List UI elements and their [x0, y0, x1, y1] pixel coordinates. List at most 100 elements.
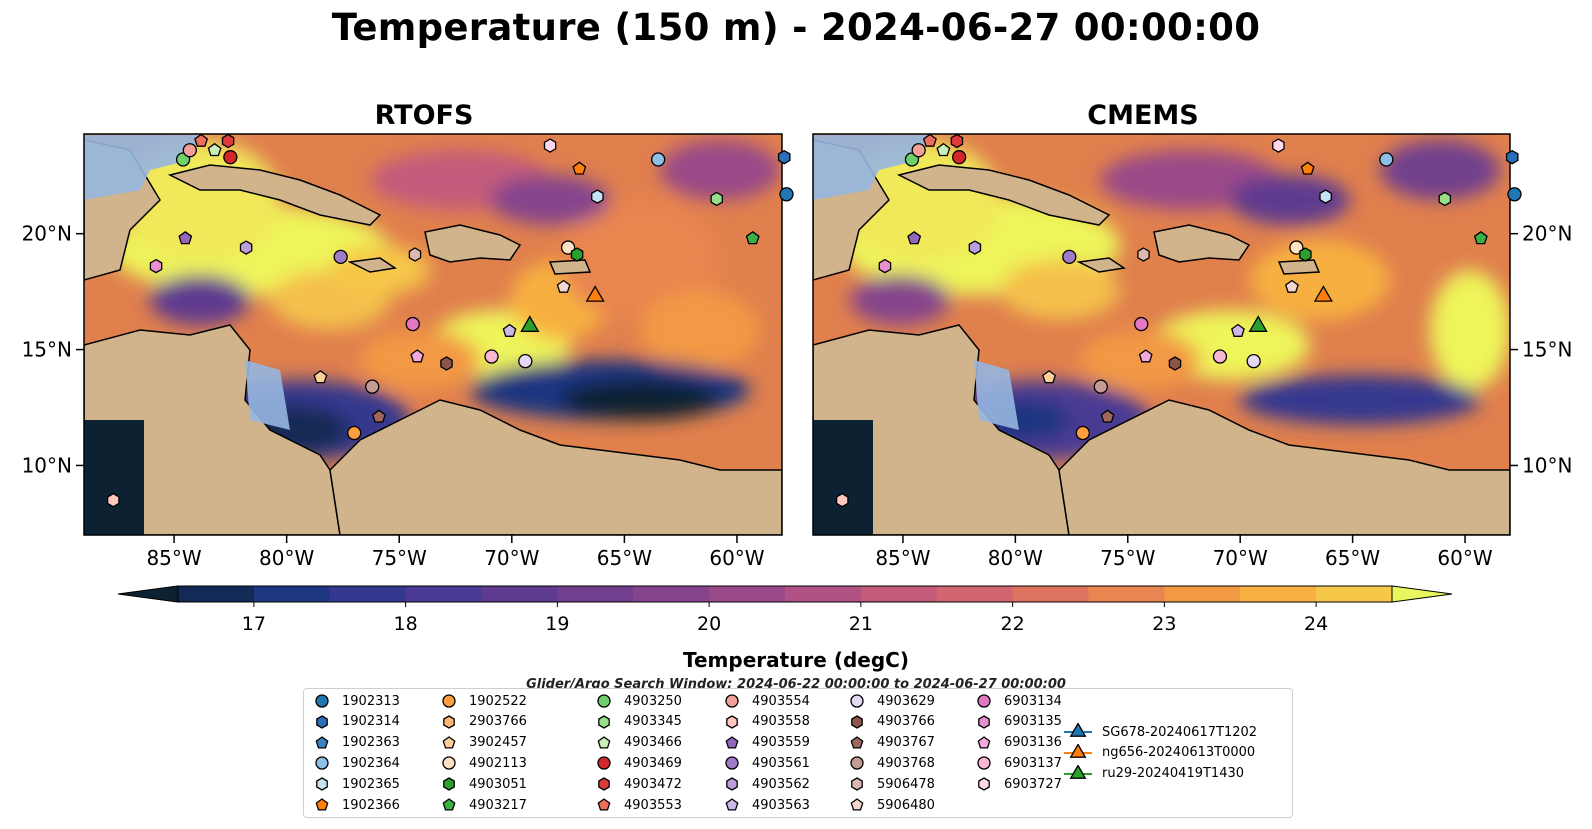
platform-marker-4903767 — [372, 409, 386, 423]
legend-swatch — [726, 777, 738, 791]
legend-marker-circle-icon — [315, 694, 329, 708]
platform-marker-5906478 — [408, 247, 422, 262]
legend-marker-hexagon-icon — [443, 715, 455, 729]
legend-swatch — [442, 694, 456, 708]
legend-label: 4903562 — [752, 776, 810, 792]
legend-item: 4903469 — [594, 753, 682, 773]
x-tick-label: 70°W — [1213, 546, 1268, 570]
platform-marker-5906480 — [556, 279, 571, 293]
platform-marker-1902313 — [779, 187, 794, 202]
legend-swatch — [726, 715, 738, 729]
legend-marker-hexagon-icon — [978, 715, 990, 729]
legend-swatch — [443, 777, 455, 791]
legend-swatch — [850, 694, 864, 708]
legend-marker-hexagon-icon — [598, 777, 610, 791]
legend-swatch — [978, 715, 990, 729]
shelf-areas — [84, 135, 290, 430]
map-frame-cmems — [812, 133, 1511, 536]
platform-marker-6903136 — [1138, 349, 1153, 363]
legend-label: 4902113 — [469, 755, 527, 771]
legend-marker-circle-icon — [597, 694, 611, 708]
platform-marker-4903051 — [1299, 247, 1312, 262]
legend-label: 1902363 — [342, 735, 400, 751]
legend-marker-circle-icon — [315, 756, 329, 771]
legend-marker-pentagon-icon — [442, 798, 456, 811]
platform-marker-4903217 — [745, 230, 760, 245]
platform-marker-4903563 — [1231, 323, 1245, 337]
legend-marker-pentagon-icon — [850, 735, 864, 749]
legend-item: 2903766 — [439, 712, 527, 732]
legend-marker-triangle-icon — [1064, 723, 1092, 737]
legend-label: 4903472 — [624, 776, 682, 792]
legend-item: 4902113 — [439, 753, 527, 773]
legend-swatch — [442, 756, 456, 771]
legend-label: 6903136 — [1004, 735, 1062, 751]
legend-label: 1902365 — [342, 776, 400, 792]
platform-marker-1902364 — [1379, 152, 1394, 167]
land-masses — [813, 139, 1510, 535]
legend-swatch — [725, 756, 739, 771]
legend-swatch — [725, 694, 739, 708]
legend-swatch — [597, 798, 611, 811]
platform-marker-4903561 — [1062, 249, 1077, 264]
colorbar-tick-label: 20 — [697, 613, 721, 635]
legend-marker-circle-icon — [977, 756, 991, 771]
legend-item: 4903554 — [722, 691, 810, 711]
platform-marker-4903767 — [1100, 409, 1115, 423]
colorbar-bin — [1316, 586, 1393, 602]
platform-marker-1902366 — [572, 161, 587, 175]
colorbar-tick-label: 24 — [1304, 613, 1328, 635]
legend-swatch — [315, 756, 329, 771]
legend-label: 6903134 — [1004, 693, 1062, 709]
colorbar-bin — [633, 586, 710, 602]
legend-item: 4903559 — [722, 733, 810, 753]
glider-marker-ng656-20240613T0000 — [585, 285, 605, 302]
platform-marker-4903553 — [922, 133, 937, 147]
glider-marker-ng656-20240613T0000 — [1313, 285, 1333, 302]
platform-marker-4903554 — [182, 143, 197, 158]
platform-marker-6903134 — [405, 316, 420, 332]
platform-marker-4903554 — [911, 143, 926, 158]
colorbar-extend-low — [117, 585, 179, 603]
platform-marker-1902314 — [777, 149, 791, 165]
platform-marker-1902366 — [1300, 161, 1315, 175]
legend-marker-hexagon-icon — [316, 715, 328, 729]
legend-swatch — [315, 694, 329, 708]
legend-marker-hexagon-icon — [978, 777, 990, 791]
platform-marker-4903559 — [178, 230, 193, 245]
colorbar-tick-label: 22 — [1001, 613, 1025, 635]
platform-marker-1902314 — [1505, 149, 1519, 165]
platform-marker-6903727 — [543, 138, 557, 153]
colorbar-tick-label: 18 — [394, 613, 418, 635]
platform-marker-4903466 — [936, 142, 951, 157]
legend-item: 3902457 — [439, 733, 527, 753]
colorbar-bin — [329, 586, 407, 602]
legend-swatch — [977, 756, 991, 771]
platform-marker-6903137 — [1212, 349, 1228, 364]
legend-swatch — [316, 777, 328, 791]
legend-item: 1902313 — [312, 691, 400, 711]
legend-marker-pentagon-icon — [977, 735, 991, 749]
colorbar-bin — [1012, 586, 1089, 602]
panel-title-cmems: CMEMS — [1087, 100, 1199, 131]
platform-marker-4903563 — [502, 323, 517, 337]
legend-swatch — [316, 715, 328, 729]
legend-swatch — [850, 798, 864, 811]
legend-item: 4903217 — [439, 795, 527, 815]
legend-label: 4903559 — [752, 735, 810, 751]
colorbar-title: Temperature (degC) — [683, 648, 909, 672]
legend-marker-hexagon-icon — [726, 715, 738, 729]
legend-label: 1902366 — [342, 797, 400, 813]
x-tick-label: 85°W — [875, 546, 930, 570]
legend-marker-triangle-icon — [1064, 743, 1092, 758]
legend-label: 5906480 — [877, 797, 935, 813]
legend-swatch — [977, 735, 991, 749]
legend-label: 4903250 — [624, 693, 682, 709]
platform-marker-4903766 — [1168, 356, 1182, 371]
legend-marker-circle-icon — [977, 694, 991, 708]
legend-marker-pentagon-icon — [597, 798, 611, 811]
platform-marker-4903768 — [1093, 379, 1108, 394]
legend-marker-pentagon-icon — [725, 798, 739, 811]
colorbar-bin — [1164, 586, 1241, 602]
colorbar-bin — [557, 586, 634, 602]
